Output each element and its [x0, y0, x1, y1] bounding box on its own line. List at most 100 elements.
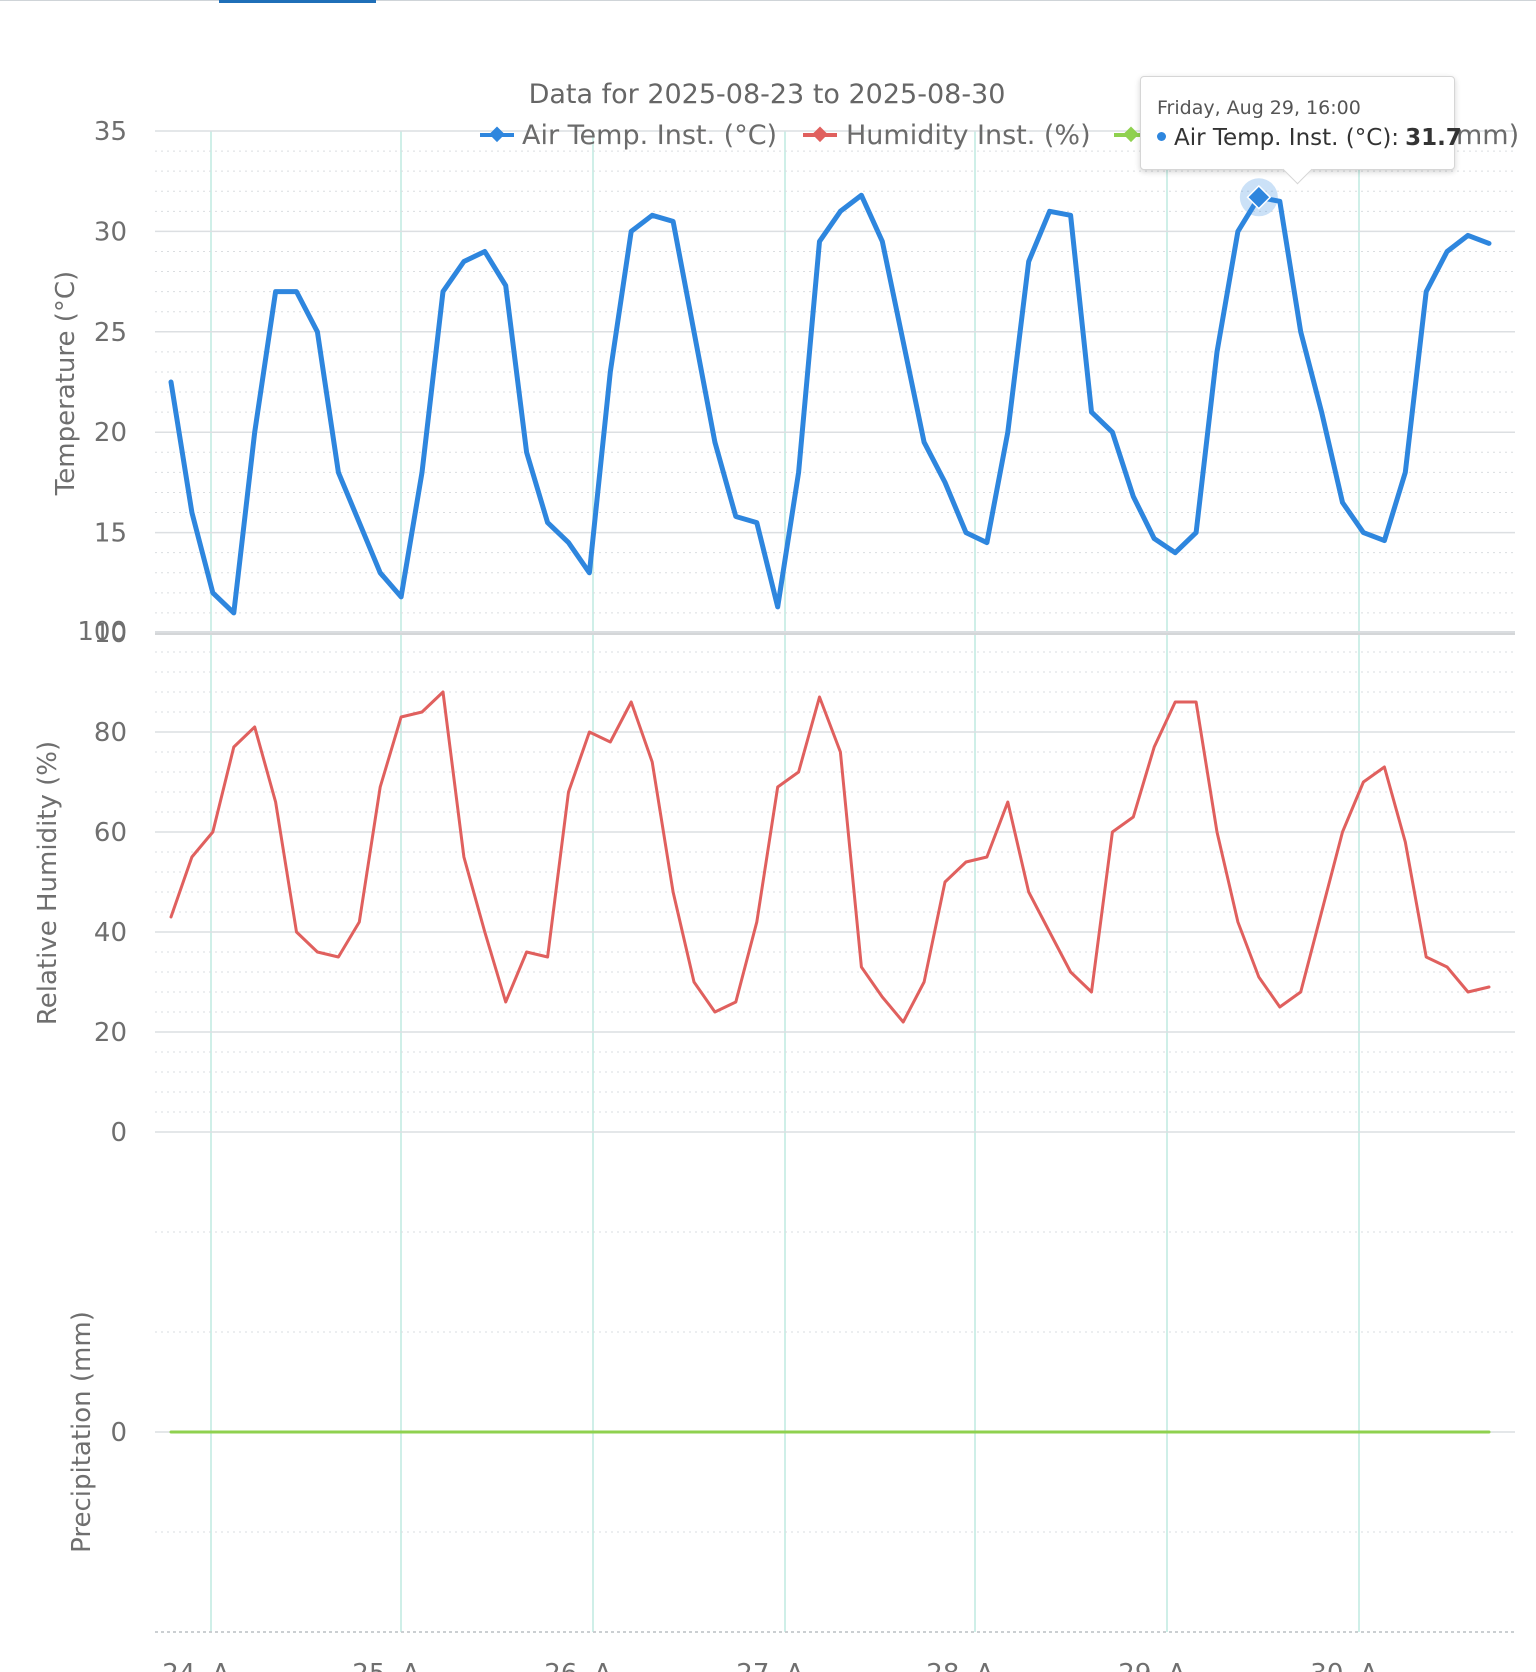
- data-point-2-60: [1424, 1430, 1428, 1434]
- data-point-2-46: [1131, 1430, 1135, 1434]
- data-point-2-4: [253, 1430, 257, 1434]
- data-point-0-40: [1006, 430, 1010, 434]
- data-point-1-15: [483, 930, 487, 934]
- data-point-1-39: [985, 855, 989, 859]
- data-point-1-25: [692, 980, 696, 984]
- x-tick-label-5: 29. A: [1118, 1659, 1186, 1672]
- y-axis-title-2: Precipitation (mm): [67, 1311, 97, 1553]
- data-point-2-24: [671, 1430, 675, 1434]
- data-point-0-2: [211, 591, 215, 595]
- data-point-1-50: [1215, 830, 1219, 834]
- data-point-0-42: [1048, 209, 1052, 213]
- data-point-0-43: [1069, 213, 1073, 217]
- data-point-0-13: [441, 290, 445, 294]
- data-point-2-51: [1236, 1430, 1240, 1434]
- data-point-0-16: [504, 284, 508, 288]
- x-tick-label-0: 24. A: [162, 1659, 230, 1672]
- data-point-0-11: [399, 595, 403, 599]
- chart-title: Data for 2025-08-23 to 2025-08-30: [529, 79, 1006, 110]
- data-point-2-10: [378, 1430, 382, 1434]
- data-point-2-48: [1173, 1430, 1177, 1434]
- y-axis-title-0: Temperature (°C): [51, 271, 81, 496]
- data-point-0-8: [336, 470, 340, 474]
- data-point-1-6: [295, 930, 299, 934]
- data-point-1-17: [525, 950, 529, 954]
- data-point-1-0: [169, 915, 173, 919]
- data-point-1-63: [1487, 985, 1491, 989]
- data-point-2-29: [776, 1430, 780, 1434]
- data-point-2-44: [1090, 1430, 1094, 1434]
- active-tab-indicator[interactable]: [219, 0, 376, 3]
- data-point-1-37: [943, 880, 947, 884]
- data-point-0-6: [295, 290, 299, 294]
- data-point-0-54: [1299, 330, 1303, 334]
- data-point-1-9: [357, 920, 361, 924]
- data-point-2-42: [1048, 1430, 1052, 1434]
- data-point-2-20: [587, 1430, 591, 1434]
- data-point-1-32: [838, 750, 842, 754]
- data-point-0-55: [1320, 410, 1324, 414]
- data-point-1-48: [1173, 700, 1177, 704]
- x-tick-label-6: 30. A: [1310, 1659, 1378, 1672]
- y-tick-label-0-2: 20: [94, 418, 127, 448]
- data-point-2-3: [232, 1430, 236, 1434]
- data-point-1-40: [1006, 800, 1010, 804]
- data-point-1-10: [378, 785, 382, 789]
- data-point-2-37: [943, 1430, 947, 1434]
- data-point-2-63: [1487, 1430, 1491, 1434]
- data-point-2-11: [399, 1430, 403, 1434]
- data-point-2-26: [713, 1430, 717, 1434]
- top-divider: [0, 0, 1536, 1]
- data-point-1-38: [964, 860, 968, 864]
- data-point-2-45: [1110, 1430, 1114, 1434]
- data-point-1-5: [274, 800, 278, 804]
- data-point-1-36: [922, 980, 926, 984]
- data-point-0-38: [964, 531, 968, 535]
- data-point-0-24: [671, 219, 675, 223]
- y-axis-title-1: Relative Humidity (%): [33, 741, 63, 1025]
- data-point-2-23: [650, 1430, 654, 1434]
- data-point-0-60: [1424, 290, 1428, 294]
- legend-label-2: mm): [1456, 120, 1519, 151]
- data-point-1-61: [1445, 965, 1449, 969]
- data-point-2-7: [315, 1430, 319, 1434]
- data-point-1-22: [629, 700, 633, 704]
- legend-marker-icon-2: [1123, 126, 1139, 143]
- tooltip-series-dot-icon: [1157, 132, 1166, 141]
- data-point-0-34: [880, 239, 884, 243]
- data-point-2-13: [441, 1430, 445, 1434]
- data-point-2-17: [525, 1430, 529, 1434]
- data-point-1-26: [713, 1010, 717, 1014]
- data-point-2-53: [1278, 1430, 1282, 1434]
- data-point-0-12: [420, 470, 424, 474]
- data-point-2-39: [985, 1430, 989, 1434]
- data-point-2-30: [797, 1430, 801, 1434]
- data-point-1-60: [1424, 955, 1428, 959]
- data-point-1-43: [1069, 970, 1073, 974]
- data-point-0-63: [1487, 241, 1491, 245]
- data-point-0-51: [1236, 229, 1240, 233]
- data-point-0-30: [797, 470, 801, 474]
- data-point-2-27: [734, 1430, 738, 1434]
- data-point-2-33: [859, 1430, 863, 1434]
- data-point-2-34: [880, 1430, 884, 1434]
- data-point-2-36: [922, 1430, 926, 1434]
- data-point-0-21: [608, 370, 612, 374]
- data-point-2-22: [629, 1430, 633, 1434]
- data-point-1-20: [587, 730, 591, 734]
- data-point-0-1: [190, 511, 194, 515]
- data-point-1-55: [1320, 910, 1324, 914]
- data-point-0-14: [462, 260, 466, 264]
- legend-marker-icon-0: [489, 126, 505, 143]
- data-point-2-19: [567, 1430, 571, 1434]
- data-point-2-14: [462, 1430, 466, 1434]
- data-point-2-28: [755, 1430, 759, 1434]
- data-point-1-27: [734, 1000, 738, 1004]
- data-point-1-14: [462, 855, 466, 859]
- data-point-1-51: [1236, 920, 1240, 924]
- y-tick-label-1-2: 40: [94, 918, 127, 948]
- data-point-1-3: [232, 745, 236, 749]
- y-tick-label-1-4: 80: [94, 718, 127, 748]
- tooltip-series-label: Air Temp. Inst. (°C):: [1174, 125, 1400, 151]
